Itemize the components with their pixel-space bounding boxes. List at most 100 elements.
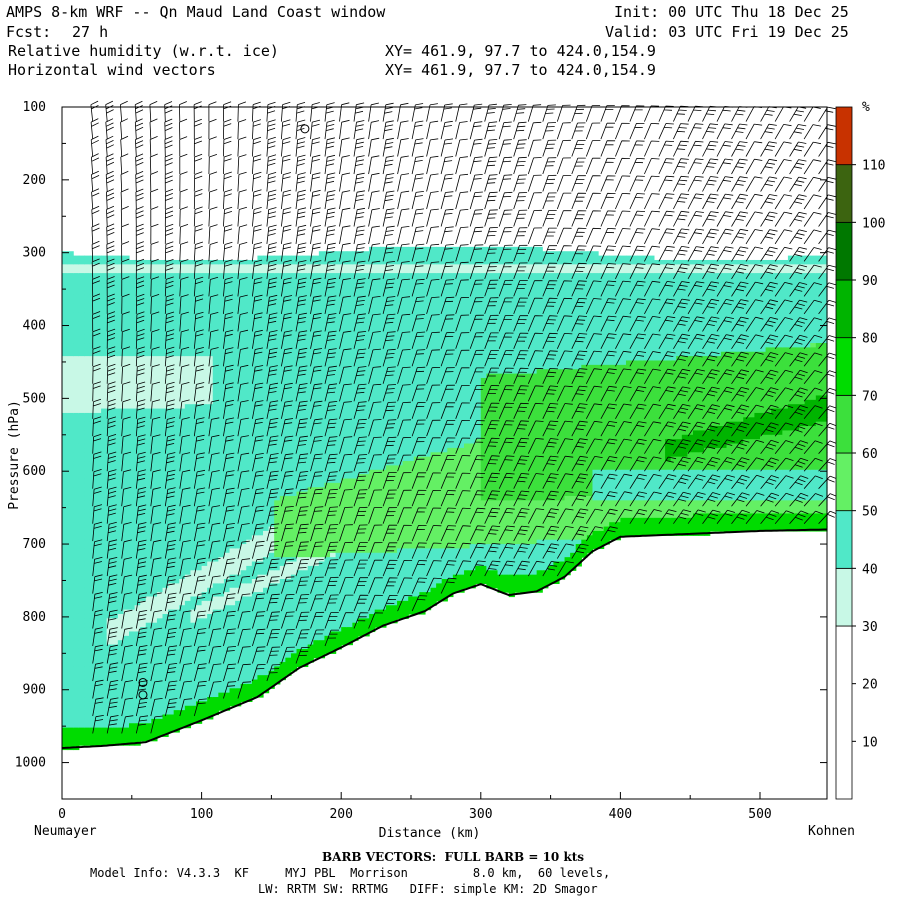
rh-cell — [302, 482, 309, 488]
rh-cell — [106, 535, 113, 541]
rh-cell — [179, 430, 186, 436]
rh-cell — [151, 579, 158, 584]
rh-cell — [145, 583, 152, 589]
rh-cell — [101, 736, 108, 742]
rh-cell — [151, 640, 158, 646]
rh-cell — [212, 290, 219, 296]
rh-cell — [129, 548, 136, 554]
rh-cell — [156, 526, 164, 532]
rh-cell — [268, 495, 275, 501]
rh-cell — [162, 474, 169, 480]
rh-cell — [263, 509, 270, 515]
rh-cell — [263, 504, 270, 510]
rh-cell — [129, 579, 136, 584]
rh-cell — [168, 404, 175, 410]
rh-cell — [318, 482, 326, 488]
rh-cell — [95, 662, 102, 668]
rh-cell — [129, 640, 136, 646]
rh-cell — [117, 316, 125, 322]
rh-cell — [302, 356, 309, 362]
rh-cell — [95, 338, 102, 344]
rh-cell — [67, 447, 74, 453]
rh-cell — [229, 482, 236, 488]
rh-cell — [73, 316, 80, 322]
rh-cell — [324, 456, 331, 462]
rh-cell — [235, 565, 242, 571]
rh-cell — [212, 487, 219, 493]
rh-cell — [156, 329, 164, 335]
rh-cell — [95, 609, 102, 615]
rh-cell — [184, 303, 192, 309]
rh-cell — [279, 544, 286, 550]
rh-cell — [302, 417, 309, 423]
rh-cell — [84, 535, 91, 541]
rh-cell — [179, 683, 186, 689]
rh-cell — [168, 618, 175, 624]
rh-cell — [145, 666, 152, 672]
rh-cell — [257, 675, 264, 681]
rh-cell — [285, 622, 292, 628]
rh-cell — [229, 526, 236, 532]
rh-cell — [117, 618, 125, 624]
rh-cell — [307, 347, 314, 353]
rh-cell — [95, 683, 102, 689]
rh-cell — [257, 461, 264, 466]
rh-cell — [313, 364, 320, 370]
rh-cell — [257, 277, 264, 283]
rh-cell — [62, 491, 69, 497]
rh-cell — [218, 487, 225, 493]
rh-cell — [179, 347, 186, 353]
rh-cell — [67, 644, 74, 650]
rh-cell — [89, 723, 97, 729]
rh-cell — [218, 482, 225, 488]
rh-cell — [207, 373, 214, 379]
rh-cell — [313, 316, 320, 322]
rh-cell — [179, 618, 186, 624]
rh-cell — [62, 465, 69, 471]
rh-cell — [62, 565, 69, 571]
rh-cell — [307, 294, 314, 300]
rh-cell — [173, 723, 180, 729]
rh-cell — [179, 688, 186, 694]
rh-cell — [95, 491, 102, 497]
rh-cell — [324, 329, 331, 335]
rh-cell — [89, 312, 97, 318]
rh-cell — [318, 360, 326, 366]
rh-cell — [117, 281, 125, 287]
rh-cell — [145, 386, 152, 392]
rh-cell — [95, 426, 102, 432]
rh-cell — [302, 583, 309, 589]
rh-cell — [246, 360, 253, 366]
rh-cell — [285, 478, 292, 484]
rh-cell — [246, 535, 253, 541]
rh-cell — [134, 482, 141, 488]
rh-cell — [268, 530, 275, 536]
rh-cell — [95, 627, 102, 633]
rh-cell — [285, 439, 292, 445]
rh-cell — [84, 570, 91, 576]
rh-cell — [168, 391, 175, 397]
rh-cell — [274, 395, 281, 401]
rh-cell — [251, 574, 259, 580]
rh-cell — [145, 259, 152, 265]
rh-cell — [307, 356, 314, 362]
rh-cell — [78, 583, 85, 589]
rh-cell — [196, 264, 203, 270]
rh-cell — [101, 399, 108, 405]
rh-cell — [117, 565, 125, 571]
rh-cell — [240, 399, 247, 405]
rh-cell — [129, 552, 136, 558]
rh-cell — [201, 417, 208, 423]
rh-cell — [101, 343, 108, 348]
rh-cell — [251, 308, 259, 314]
rh-cell — [134, 329, 141, 335]
rh-cell — [190, 404, 197, 410]
rh-cell — [285, 469, 292, 475]
rh-cell — [129, 522, 136, 528]
rh-cell — [117, 303, 125, 309]
rh-cell — [279, 360, 286, 366]
rh-cell — [229, 294, 236, 300]
rh-cell — [207, 439, 214, 445]
rh-cell — [140, 679, 147, 685]
rh-cell — [106, 657, 113, 663]
